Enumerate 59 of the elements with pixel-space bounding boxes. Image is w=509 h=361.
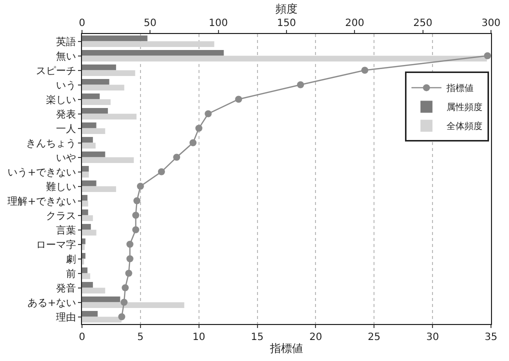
point xyxy=(122,284,129,292)
x2-tick-label: 250 xyxy=(413,18,432,29)
y-tick-label: 発表 xyxy=(56,108,76,120)
y-tick-label: 劇 xyxy=(66,253,76,266)
y-tick-label: 英語 xyxy=(56,36,76,48)
y-tick-label: 言葉 xyxy=(56,224,76,236)
point xyxy=(204,110,212,118)
y-tick-label: 一人 xyxy=(56,124,76,135)
point xyxy=(133,197,140,204)
point xyxy=(125,270,132,277)
y-tick-label: 楽しい xyxy=(46,94,76,106)
y-tick-label: 前 xyxy=(66,268,76,280)
point xyxy=(126,240,134,248)
point xyxy=(195,124,202,132)
y-tick-label: クラス xyxy=(46,210,76,222)
x2-tick-label: 0 xyxy=(78,18,86,29)
legend-label: 指標値 xyxy=(445,83,474,94)
x-tick-label: 5 xyxy=(137,332,144,343)
y-tick-label: きんちょう xyxy=(26,138,76,150)
y-tick-label: いや xyxy=(56,152,76,164)
x-tick-label: 0 xyxy=(78,332,86,343)
y-tick-label: 無い xyxy=(56,50,76,62)
y-tick-label: ローマ字 xyxy=(36,238,76,251)
point xyxy=(158,168,165,176)
x-tick-label: 20 xyxy=(309,332,322,343)
point xyxy=(136,182,144,190)
point xyxy=(235,96,242,103)
legend-label: 属性頻度 xyxy=(446,102,482,114)
x2-tick-label: 300 xyxy=(481,18,501,29)
point xyxy=(132,212,140,219)
x2-tick-label: 150 xyxy=(276,18,296,29)
y-tick-label: いう+できない xyxy=(8,167,76,178)
point xyxy=(118,313,126,320)
x-tick-label: 30 xyxy=(426,332,439,343)
point xyxy=(120,298,128,306)
x2-tick-label: 100 xyxy=(208,18,228,29)
y-tick-label: 発音 xyxy=(56,282,76,294)
point xyxy=(484,52,491,60)
point xyxy=(190,139,197,146)
point xyxy=(361,66,368,74)
y-tick-label: いう xyxy=(56,80,76,92)
x2-tick-label: 50 xyxy=(144,18,157,29)
point xyxy=(297,81,304,88)
x-tick-label: 35 xyxy=(484,332,498,343)
y-tick-label: 難しい xyxy=(46,180,76,193)
x-tick-label: 25 xyxy=(368,332,381,343)
x-tick-label: 15 xyxy=(250,332,264,343)
point xyxy=(132,226,140,234)
y-tick-label: スピーチ xyxy=(36,66,76,77)
x2-axis-title: 頻度 xyxy=(276,2,298,16)
x2-tick-label: 200 xyxy=(345,18,364,29)
x-tick-label: 10 xyxy=(192,332,206,343)
y-tick-label: 理解+できない xyxy=(8,196,76,208)
point xyxy=(126,255,134,262)
legend-label: 全体頻度 xyxy=(446,121,482,132)
point xyxy=(173,154,180,161)
y-tick-label: ある+ない xyxy=(28,298,76,309)
x-axis-title: 指標値 xyxy=(269,342,303,356)
y-tick-label: 理由 xyxy=(56,311,76,324)
